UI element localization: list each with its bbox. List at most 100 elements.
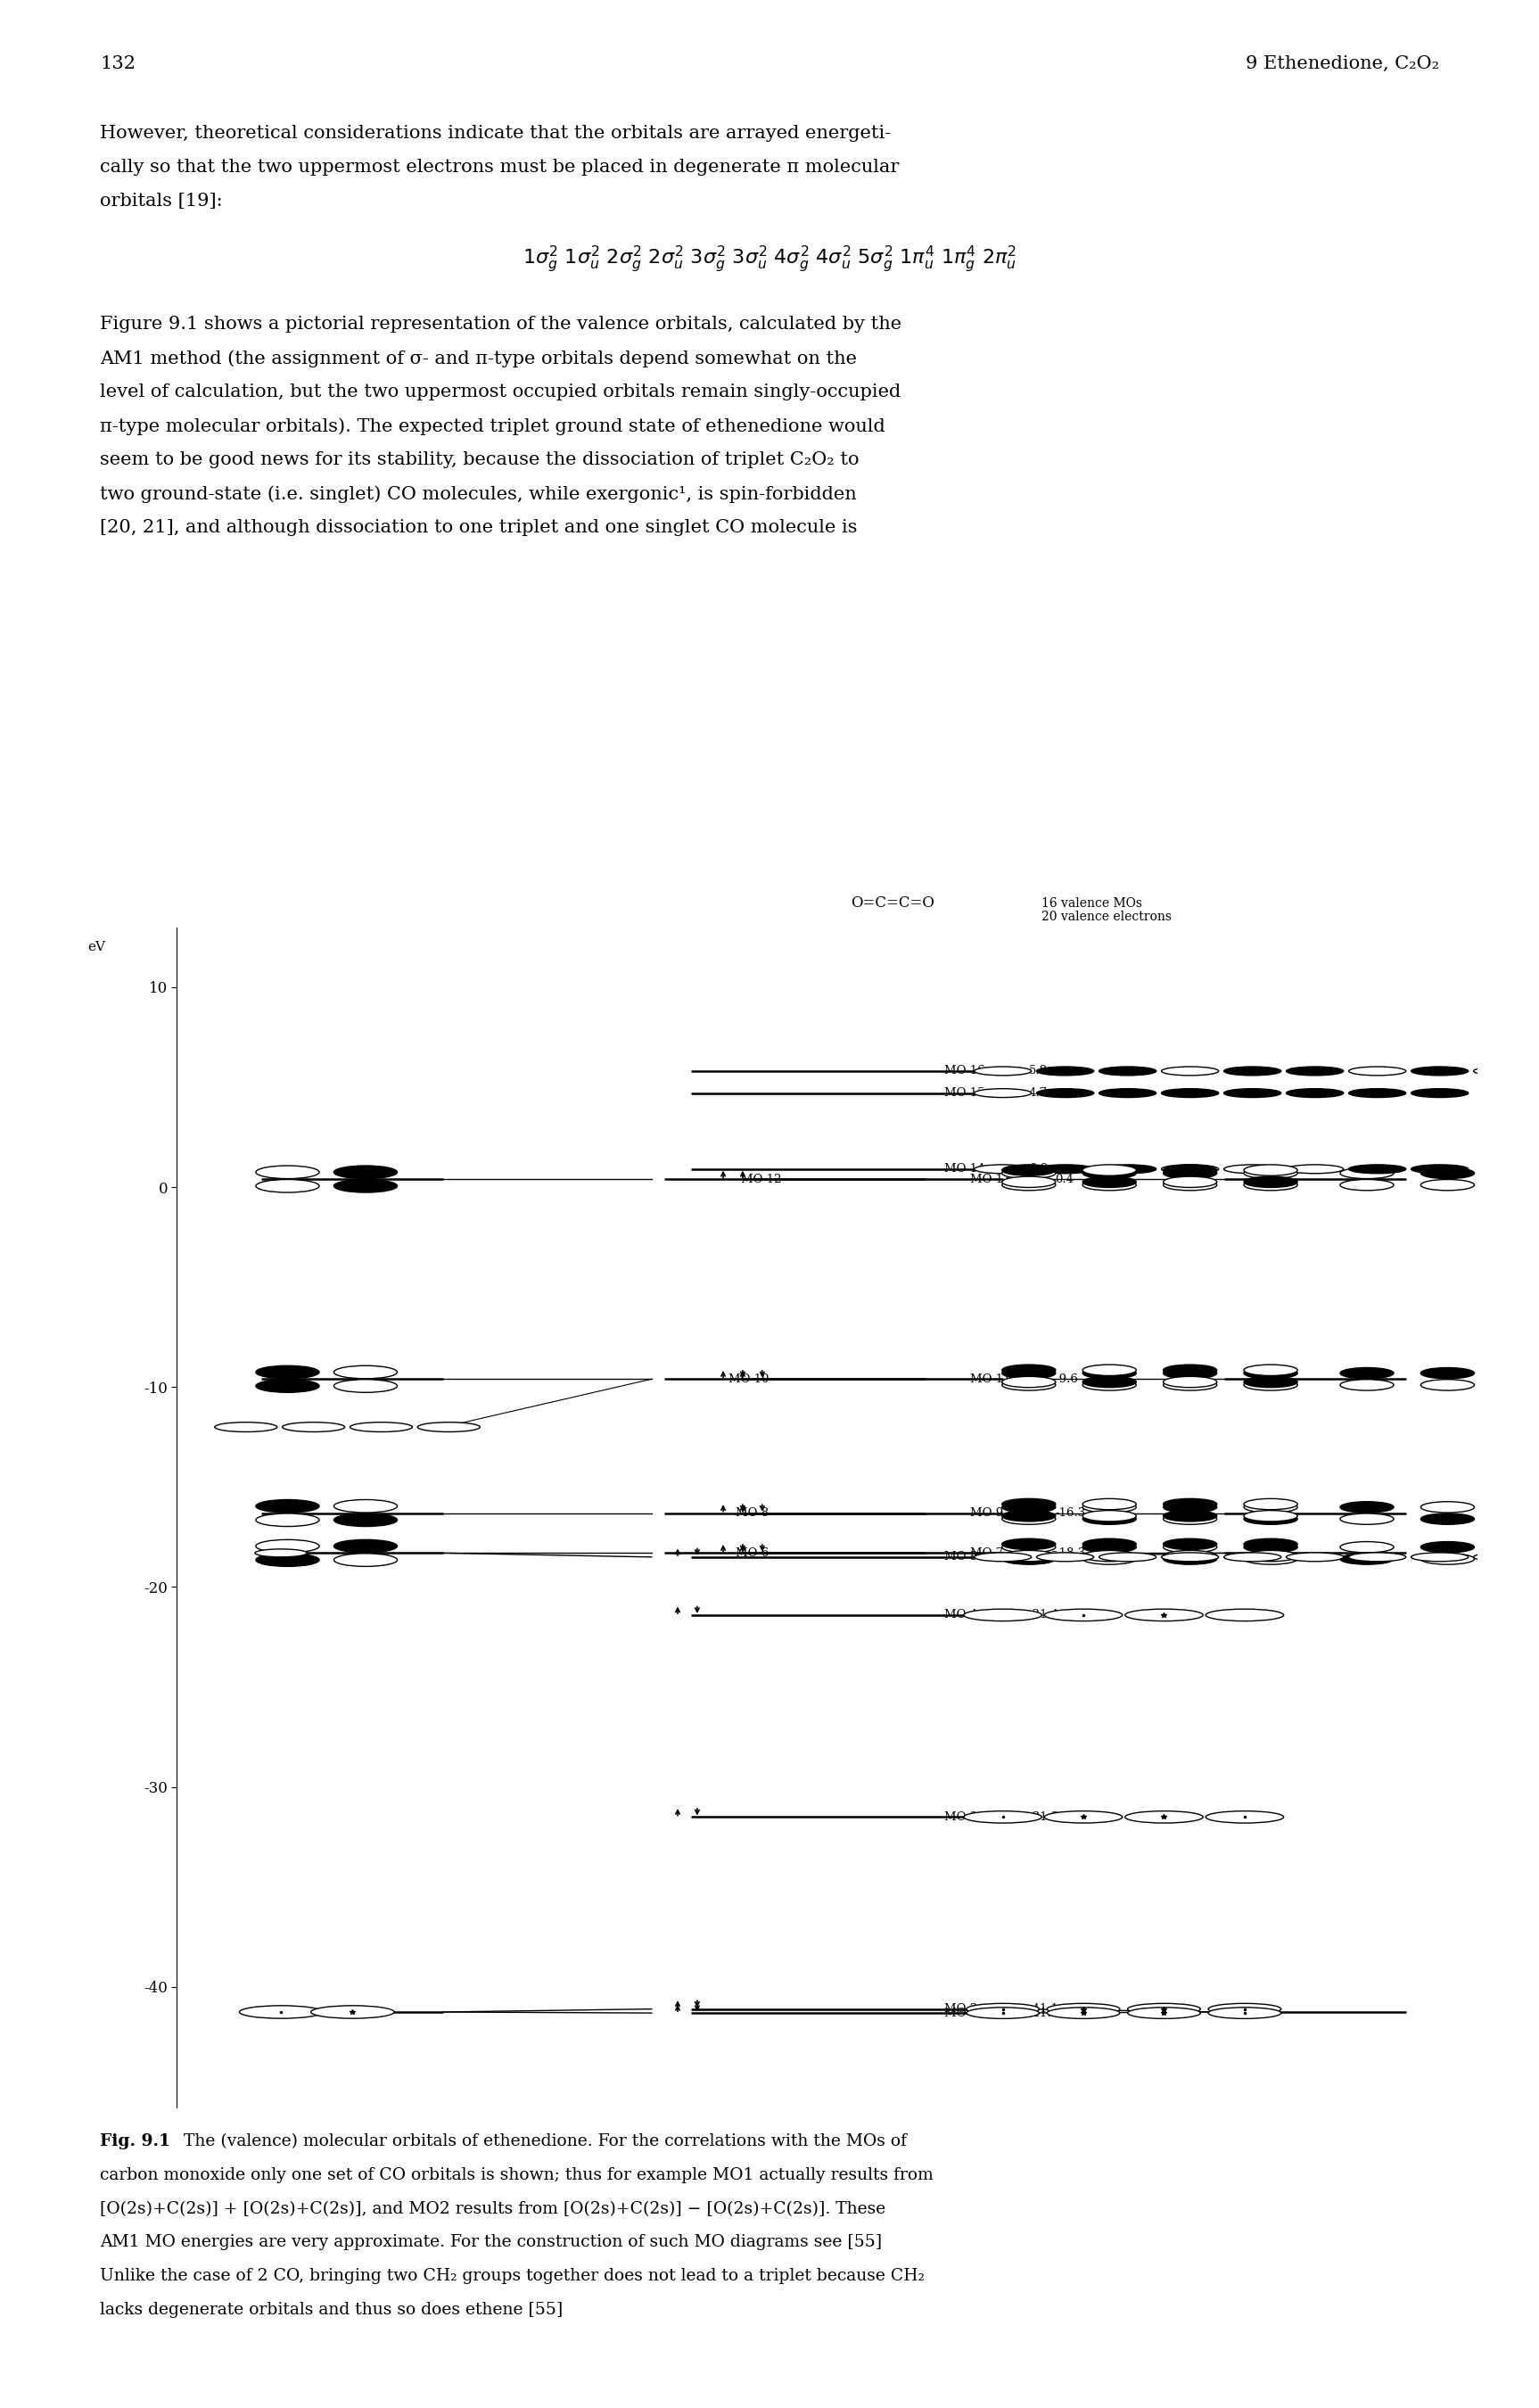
Circle shape bbox=[1348, 1067, 1407, 1076]
Circle shape bbox=[1411, 1165, 1468, 1173]
Text: MO 5: MO 5 bbox=[945, 1551, 977, 1563]
Text: AM1 MO energies are very approximate. For the construction of such MO diagrams s: AM1 MO energies are very approximate. Fo… bbox=[100, 2235, 882, 2251]
Circle shape bbox=[963, 1811, 1042, 1823]
Text: Figure 9.1 shows a pictorial representation of the valence orbitals, calculated : Figure 9.1 shows a pictorial representat… bbox=[100, 315, 902, 332]
Ellipse shape bbox=[1002, 1165, 1056, 1175]
Ellipse shape bbox=[1244, 1515, 1297, 1524]
Text: 9 Ethenedione, C₂O₂: 9 Ethenedione, C₂O₂ bbox=[1245, 55, 1439, 72]
Ellipse shape bbox=[1244, 1539, 1297, 1551]
Circle shape bbox=[1205, 1609, 1284, 1621]
Text: -16.3: -16.3 bbox=[1054, 1507, 1085, 1519]
Text: MO 11: MO 11 bbox=[970, 1373, 1011, 1385]
Ellipse shape bbox=[255, 1500, 319, 1512]
Ellipse shape bbox=[334, 1515, 397, 1527]
Ellipse shape bbox=[1082, 1515, 1136, 1524]
Ellipse shape bbox=[1002, 1510, 1056, 1522]
Ellipse shape bbox=[1420, 1541, 1474, 1553]
Circle shape bbox=[974, 1088, 1031, 1098]
Text: 132: 132 bbox=[100, 55, 135, 72]
Ellipse shape bbox=[1244, 1553, 1297, 1565]
Circle shape bbox=[1208, 2003, 1280, 2015]
Text: O=C=C=O: O=C=C=O bbox=[851, 896, 934, 910]
Text: -18.5: -18.5 bbox=[1028, 1551, 1059, 1563]
Ellipse shape bbox=[1082, 1503, 1136, 1512]
Ellipse shape bbox=[1002, 1551, 1056, 1560]
Text: MO 13: MO 13 bbox=[970, 1173, 1011, 1185]
Circle shape bbox=[1128, 2008, 1200, 2018]
Ellipse shape bbox=[1163, 1553, 1217, 1565]
Circle shape bbox=[966, 2008, 1039, 2018]
Circle shape bbox=[215, 1423, 277, 1433]
Text: $1\sigma_g^2\ 1\sigma_u^2\ 2\sigma_g^2\ 2\sigma_u^2\ 3\sigma_g^2\ 3\sigma_u^2\ 4: $1\sigma_g^2\ 1\sigma_u^2\ 2\sigma_g^2\ … bbox=[522, 243, 1017, 275]
Ellipse shape bbox=[1244, 1510, 1297, 1522]
Circle shape bbox=[282, 1423, 345, 1433]
Text: 5.8: 5.8 bbox=[1028, 1064, 1048, 1076]
Ellipse shape bbox=[255, 1365, 319, 1380]
Ellipse shape bbox=[1244, 1165, 1297, 1175]
Circle shape bbox=[417, 1423, 480, 1433]
Ellipse shape bbox=[1244, 1168, 1297, 1178]
Text: 4.7: 4.7 bbox=[1028, 1088, 1048, 1098]
Circle shape bbox=[966, 2003, 1039, 2015]
Text: MO 7: MO 7 bbox=[970, 1548, 1003, 1558]
Ellipse shape bbox=[1082, 1553, 1136, 1565]
Text: MO 9: MO 9 bbox=[970, 1507, 1003, 1519]
Ellipse shape bbox=[1163, 1551, 1217, 1560]
Circle shape bbox=[1287, 1165, 1344, 1173]
Ellipse shape bbox=[1082, 1539, 1136, 1551]
Ellipse shape bbox=[255, 1165, 319, 1178]
Text: Fig. 9.1: Fig. 9.1 bbox=[100, 2133, 171, 2150]
Ellipse shape bbox=[1002, 1365, 1056, 1375]
Circle shape bbox=[974, 1067, 1031, 1076]
Circle shape bbox=[1348, 1165, 1407, 1173]
Circle shape bbox=[1224, 1165, 1280, 1173]
Circle shape bbox=[1047, 2008, 1120, 2018]
Ellipse shape bbox=[1244, 1380, 1297, 1389]
Ellipse shape bbox=[1082, 1498, 1136, 1510]
Ellipse shape bbox=[255, 1553, 319, 1568]
Ellipse shape bbox=[1163, 1541, 1217, 1553]
Circle shape bbox=[1348, 1088, 1407, 1098]
Text: MO 2: MO 2 bbox=[945, 2003, 977, 2015]
Text: [20, 21], and although dissociation to one triplet and one singlet CO molecule i: [20, 21], and although dissociation to o… bbox=[100, 520, 857, 537]
Circle shape bbox=[1125, 1811, 1203, 1823]
Ellipse shape bbox=[1002, 1168, 1056, 1178]
Ellipse shape bbox=[1340, 1368, 1394, 1380]
Circle shape bbox=[1099, 1067, 1156, 1076]
Circle shape bbox=[1287, 1067, 1344, 1076]
Circle shape bbox=[1473, 1067, 1531, 1076]
Circle shape bbox=[974, 1165, 1031, 1173]
Circle shape bbox=[1287, 1553, 1344, 1560]
Text: -9.6: -9.6 bbox=[1054, 1373, 1077, 1385]
Ellipse shape bbox=[1163, 1539, 1217, 1551]
Ellipse shape bbox=[1244, 1377, 1297, 1387]
Circle shape bbox=[1287, 1088, 1344, 1098]
Circle shape bbox=[1125, 1609, 1203, 1621]
Text: lacks degenerate orbitals and thus so does ethene [55]: lacks degenerate orbitals and thus so do… bbox=[100, 2302, 563, 2319]
Ellipse shape bbox=[1082, 1368, 1136, 1380]
Text: MO 4: MO 4 bbox=[945, 1609, 977, 1621]
Text: -41.3: -41.3 bbox=[1028, 2008, 1059, 2018]
Ellipse shape bbox=[1420, 1168, 1474, 1178]
Ellipse shape bbox=[255, 1539, 319, 1553]
Text: MO 3: MO 3 bbox=[945, 1811, 977, 1823]
Ellipse shape bbox=[1163, 1503, 1217, 1512]
Circle shape bbox=[1411, 1067, 1468, 1076]
Circle shape bbox=[1045, 1609, 1122, 1621]
Circle shape bbox=[1037, 1553, 1094, 1560]
Ellipse shape bbox=[1002, 1515, 1056, 1524]
Ellipse shape bbox=[334, 1365, 397, 1380]
Circle shape bbox=[1411, 1088, 1468, 1098]
Circle shape bbox=[1037, 1088, 1094, 1098]
Ellipse shape bbox=[1163, 1377, 1217, 1387]
Text: 0.4: 0.4 bbox=[1054, 1173, 1074, 1185]
Circle shape bbox=[255, 1548, 308, 1558]
Ellipse shape bbox=[1082, 1380, 1136, 1389]
Text: -18.3: -18.3 bbox=[1054, 1548, 1085, 1558]
Ellipse shape bbox=[1082, 1365, 1136, 1375]
Text: seem to be good news for its stability, because the dissociation of triplet C₂O₂: seem to be good news for its stability, … bbox=[100, 450, 859, 467]
Ellipse shape bbox=[1244, 1498, 1297, 1510]
Text: The (valence) molecular orbitals of ethenedione. For the correlations with the M: The (valence) molecular orbitals of ethe… bbox=[172, 2133, 906, 2150]
Ellipse shape bbox=[334, 1380, 397, 1392]
Ellipse shape bbox=[1244, 1180, 1297, 1190]
